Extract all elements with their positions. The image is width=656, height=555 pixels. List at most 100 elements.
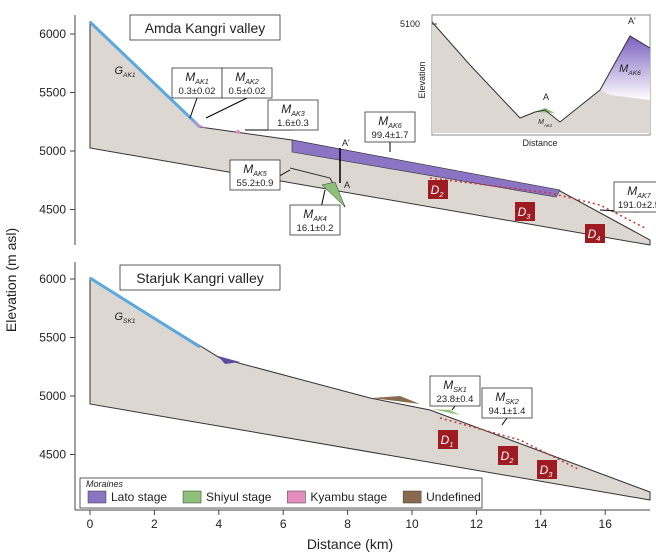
glacier-label-sub: SK1	[123, 318, 136, 325]
x-tick-label: 4	[215, 517, 222, 531]
legend-swatch	[182, 490, 202, 504]
moraine-label: MAK2	[235, 70, 259, 86]
depression-box	[438, 430, 458, 449]
moraine-label-letter: M	[378, 114, 388, 128]
x-tick-label: 12	[470, 517, 484, 531]
depression-label: D2	[501, 449, 514, 465]
pointer	[189, 97, 198, 119]
y-tick-label: 5000	[39, 144, 66, 158]
lato-moraine	[291, 139, 561, 198]
moraine-label-letter: M	[185, 70, 195, 84]
x-tick-label: 8	[344, 517, 351, 531]
depression-box	[537, 460, 557, 479]
moraine-label-sub: AK2	[244, 77, 259, 86]
shiyul-moraine	[432, 409, 460, 415]
panel-title: Starjuk Kangri valley	[136, 270, 264, 286]
moraine-box	[229, 159, 281, 191]
legend-label: Lato stage	[111, 490, 167, 504]
inset-profile	[431, 21, 651, 123]
pointer	[451, 405, 456, 411]
moraine-label-letter: M	[627, 184, 637, 198]
y-tick-label: 6000	[39, 27, 66, 41]
depression-label: D2	[431, 183, 444, 199]
depression-label-sub: 2	[508, 456, 513, 465]
depression-box	[585, 224, 605, 243]
section-label: A'	[342, 138, 350, 148]
depression-label: D3	[518, 205, 531, 221]
moraine-label: MAK7	[627, 184, 652, 200]
y-axis-title: Elevation (m asl)	[3, 228, 19, 332]
moraine-label-sub: SK1	[453, 385, 467, 394]
x-tick-label: 16	[599, 517, 613, 531]
glacier-label: GSK1	[114, 311, 135, 325]
panel-title: Amda Kangri valley	[145, 20, 266, 36]
glacier	[89, 276, 201, 349]
x-tick-label: 10	[405, 517, 419, 531]
legend-swatch	[87, 490, 107, 504]
inset-lato	[600, 36, 650, 100]
x-axis-title: Distance (km)	[307, 536, 393, 552]
moraine-age: 55.2±0.9	[237, 178, 274, 189]
inset-y-title: Elevation	[417, 61, 427, 98]
moraine-age: 23.8±0.4	[437, 394, 474, 405]
y-tick-label: 5500	[39, 86, 66, 100]
undefined-moraine	[372, 396, 420, 404]
moraine-age: 94.1±1.4	[489, 406, 526, 417]
moraine-label: MAK6	[378, 114, 402, 130]
depression-label-sub: 3	[548, 470, 552, 479]
legend-title: Moraines	[86, 479, 124, 489]
legend-label: Kyambu stage	[310, 490, 387, 504]
moraine-age: 0.5±0.02	[229, 86, 266, 97]
depression-box	[428, 180, 448, 199]
inset-moraine-sub: AK4	[543, 123, 553, 128]
legend-swatch	[402, 490, 422, 504]
moraine-box	[429, 375, 481, 407]
glacier	[88, 20, 202, 129]
depression-label-sub: 4	[596, 234, 600, 243]
depression-label-sub: 3	[526, 212, 530, 221]
inset-section	[432, 22, 650, 133]
moraine-label-letter: M	[281, 102, 291, 116]
moraine-label: MAK1	[185, 70, 209, 86]
moraine-box	[364, 111, 416, 143]
inset-x-title: Distance	[522, 138, 557, 148]
moraine-label-sub: AK1	[194, 77, 209, 86]
depression-label-letter: D	[441, 433, 450, 447]
lato-moraine	[218, 356, 240, 364]
moraine-label-sub: AK7	[636, 191, 652, 200]
moraine-box	[289, 204, 341, 236]
shiyul-moraine	[321, 181, 346, 208]
depression-label-letter: D	[588, 227, 597, 241]
section-label: A	[344, 180, 350, 190]
moraine-label: MAK5	[243, 162, 268, 178]
legend-swatch	[287, 490, 306, 504]
depression-label: D3	[540, 463, 553, 479]
y-tick-label: 6000	[39, 272, 66, 286]
title-box	[129, 14, 281, 41]
moraine-age: 16.1±0.2	[297, 223, 334, 234]
glacier-label-letter: G	[114, 65, 123, 77]
depression-label-sub: 1	[449, 440, 453, 449]
x-tick-label: 2	[151, 517, 158, 531]
y-tick-label: 5000	[39, 389, 66, 403]
moraine-label-sub: AK4	[312, 214, 327, 223]
moraine-box	[481, 387, 533, 419]
depression-label-letter: D	[431, 183, 440, 197]
depression-label-letter: D	[540, 463, 549, 477]
moraine-box	[267, 99, 319, 131]
inset-moraine-sub: AK6	[627, 70, 641, 77]
depression-label: D4	[588, 227, 601, 243]
depression-label-sub: 2	[438, 190, 443, 199]
depression-label-letter: D	[518, 205, 527, 219]
moraine-age: 191.0±2.5	[618, 200, 656, 211]
inset-moraine-letter: M	[619, 63, 629, 75]
inset-label: A	[543, 92, 549, 102]
x-tick-label: 6	[280, 517, 287, 531]
moraine-label-letter: M	[243, 162, 253, 176]
moraine-label: MSK2	[495, 390, 519, 406]
pointer	[501, 417, 508, 426]
moraine-age: 0.3±0.02	[179, 86, 216, 97]
legend-label: Shiyul stage	[206, 490, 272, 504]
glacier-label: GAK1	[114, 65, 135, 79]
